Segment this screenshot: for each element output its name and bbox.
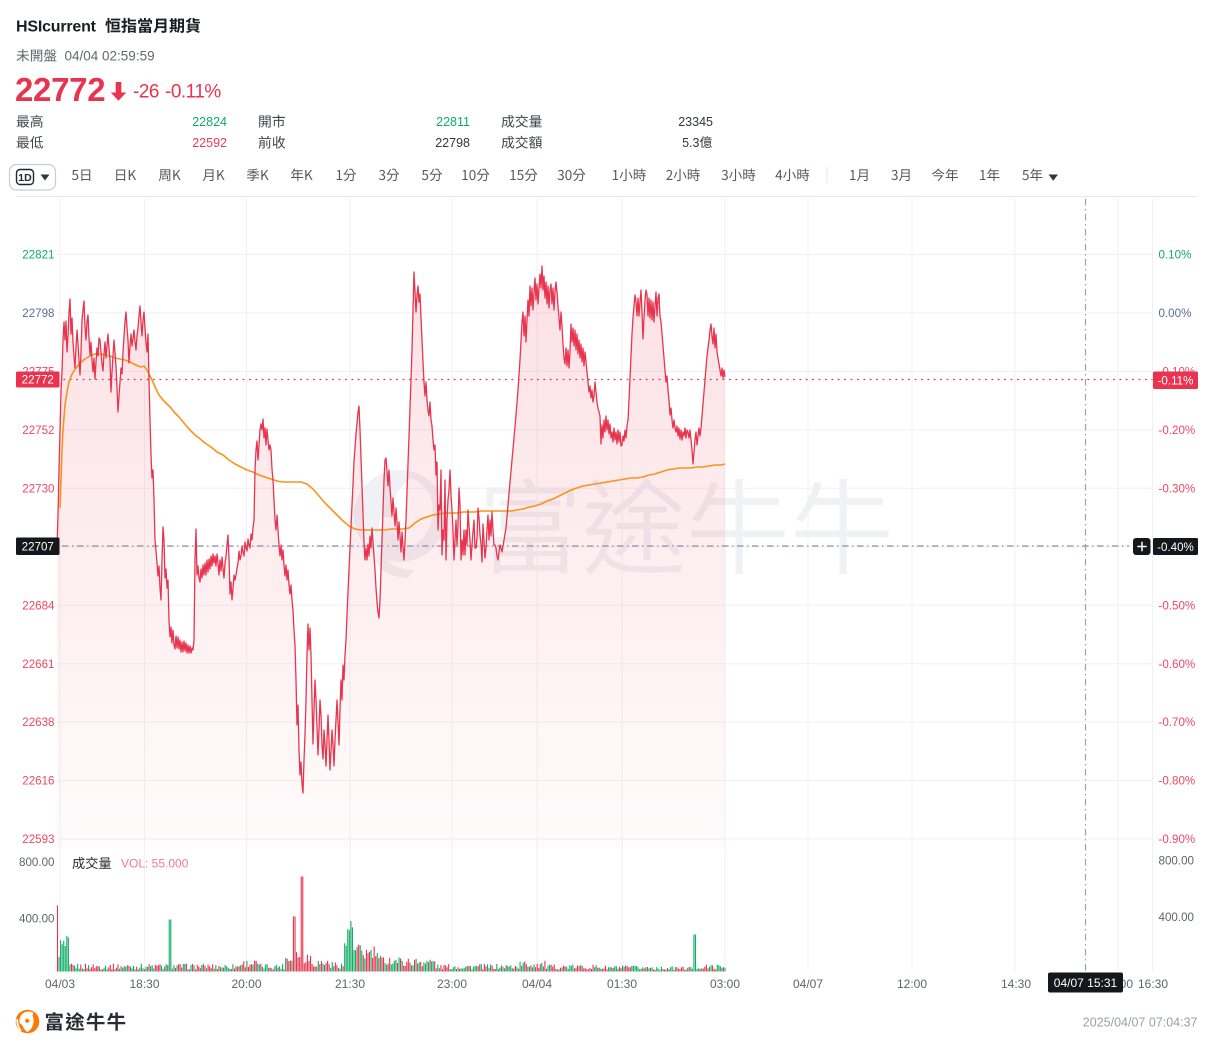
svg-text:-0.90%: -0.90%: [1159, 833, 1196, 846]
svg-text:0.10%: 0.10%: [1159, 249, 1192, 262]
svg-text:5.3: 5.3: [682, 136, 699, 150]
svg-text:23:00: 23:00: [437, 977, 467, 991]
svg-text:16:30: 16:30: [1138, 977, 1168, 991]
svg-text:22593: 22593: [22, 833, 54, 846]
svg-text:-26: -26: [133, 82, 159, 103]
svg-text:400.00: 400.00: [1159, 911, 1194, 924]
svg-text:800.00: 800.00: [19, 856, 54, 869]
svg-text:22661: 22661: [22, 658, 54, 671]
svg-text:20:00: 20:00: [231, 977, 261, 991]
svg-text:04/04 02:59:59: 04/04 02:59:59: [65, 49, 155, 64]
svg-text:23345: 23345: [678, 115, 713, 129]
svg-text:04/03: 04/03: [45, 977, 75, 991]
svg-text:22798: 22798: [22, 307, 54, 320]
svg-text:22772: 22772: [15, 71, 105, 108]
svg-text:01:30: 01:30: [607, 977, 637, 991]
svg-text:04/07 15:31: 04/07 15:31: [1054, 976, 1118, 990]
svg-text:14:30: 14:30: [1001, 977, 1031, 991]
svg-text:HSIcurrent: HSIcurrent: [16, 19, 97, 36]
svg-text:VOL: 55.000: VOL: 55.000: [121, 857, 189, 871]
svg-text:-0.30%: -0.30%: [1159, 482, 1196, 495]
svg-text:-0.20%: -0.20%: [1159, 424, 1196, 437]
svg-text:22752: 22752: [22, 424, 54, 437]
svg-text:22684: 22684: [22, 599, 55, 612]
svg-text:-0.80%: -0.80%: [1159, 775, 1196, 788]
svg-text:04/07: 04/07: [793, 977, 823, 991]
svg-text:22772: 22772: [22, 374, 54, 387]
svg-text:0.00%: 0.00%: [1159, 307, 1192, 320]
svg-text:-0.11%: -0.11%: [165, 82, 221, 103]
svg-text:22811: 22811: [436, 115, 470, 129]
svg-text:-0.70%: -0.70%: [1159, 716, 1196, 729]
svg-text:22798: 22798: [435, 136, 470, 150]
svg-text:03:00: 03:00: [710, 977, 740, 991]
svg-text:1D: 1D: [18, 172, 32, 184]
svg-text:22730: 22730: [22, 482, 54, 495]
svg-text:22616: 22616: [22, 775, 54, 788]
svg-text:-0.50%: -0.50%: [1159, 599, 1196, 612]
svg-text:12:00: 12:00: [897, 977, 927, 991]
svg-text:22821: 22821: [22, 249, 54, 262]
svg-text:-0.40%: -0.40%: [1157, 541, 1194, 554]
svg-text:18:30: 18:30: [129, 977, 159, 991]
svg-text:22707: 22707: [22, 541, 54, 554]
svg-text:22592: 22592: [192, 136, 227, 150]
svg-text:-0.60%: -0.60%: [1159, 658, 1196, 671]
svg-text:800.00: 800.00: [1159, 855, 1194, 868]
svg-text:21:30: 21:30: [335, 977, 365, 991]
svg-text:400.00: 400.00: [19, 913, 54, 926]
svg-text:04/04: 04/04: [522, 977, 552, 991]
svg-text:22824: 22824: [192, 115, 227, 129]
svg-text:-0.11%: -0.11%: [1158, 375, 1194, 388]
svg-text:22638: 22638: [22, 716, 54, 729]
svg-text:2025/04/07 07:04:37: 2025/04/07 07:04:37: [1083, 1016, 1198, 1030]
